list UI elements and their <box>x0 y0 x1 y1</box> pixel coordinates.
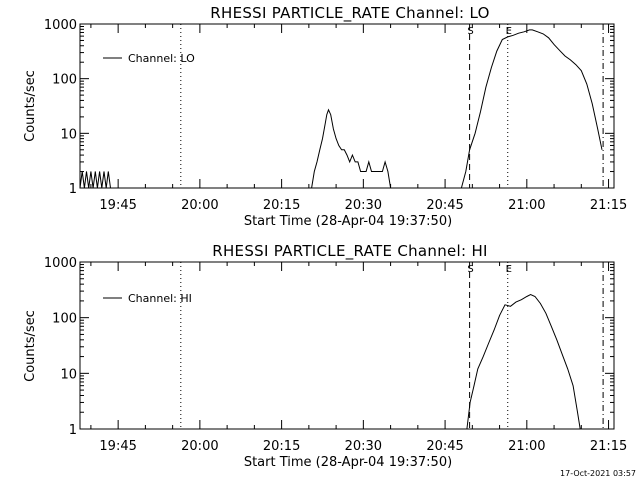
hi-legend-label: Channel: HI <box>128 292 192 305</box>
hi-x-tick-label: 21:00 <box>508 439 545 454</box>
hi-x-axis-ticks: 19:45 20:00 20:15 20:30 20:45 21:00 21:15 <box>90 262 627 454</box>
hi-x-tick-label: 20:30 <box>345 439 382 454</box>
lo-series-line <box>460 29 603 189</box>
lo-x-axis-ticks: 19:45 20:00 20:15 20:30 20:45 21:00 21:15 <box>90 24 627 213</box>
hi-x-tick-label: 20:15 <box>263 439 300 454</box>
lo-y-tick-label: 100 <box>52 73 77 88</box>
lo-legend-label: Channel: LO <box>128 52 195 65</box>
lo-x-tick-label: 20:30 <box>345 198 382 213</box>
hi-y-tick-label: 1 <box>69 423 77 438</box>
lo-y-tick-label: 1 <box>69 182 77 197</box>
lo-series-line <box>79 171 111 189</box>
hi-y-tick-label: 1000 <box>44 256 77 271</box>
lo-x-tick-label: 19:45 <box>99 198 136 213</box>
lo-channel-panel: RHESSI PARTICLE_RATE Channel: LO 1101001… <box>23 4 627 229</box>
lo-y-axis-ticks: 1 10 100 1000 <box>44 18 614 197</box>
lo-time-marker-label: E <box>506 26 512 37</box>
hi-y-tick-label: 100 <box>52 312 77 327</box>
lo-x-tick-label: 20:45 <box>426 198 463 213</box>
footer-timestamp: 17-Oct-2021 03:57 <box>560 469 636 478</box>
hi-time-marker-label: S <box>467 264 473 275</box>
lo-series <box>79 29 603 189</box>
lo-x-axis-label: Start Time (28-Apr-04 19:37:50) <box>244 214 452 229</box>
lo-series-line <box>311 108 392 189</box>
hi-x-tick-label: 19:45 <box>99 439 136 454</box>
lo-plot-frame <box>79 23 615 189</box>
lo-y-axis-label: Counts/sec <box>23 70 38 142</box>
hi-x-tick-label: 20:00 <box>181 439 218 454</box>
lo-x-tick-label: 20:15 <box>263 198 300 213</box>
hi-chart-title: RHESSI PARTICLE_RATE Channel: HI <box>212 242 488 261</box>
lo-x-tick-label: 21:15 <box>590 198 627 213</box>
hi-channel-panel: RHESSI PARTICLE_RATE Channel: HI 1101001… <box>23 242 627 470</box>
lo-x-tick-label: 20:00 <box>181 198 218 213</box>
hi-x-tick-label: 20:45 <box>426 439 463 454</box>
hi-x-axis-label: Start Time (28-Apr-04 19:37:50) <box>244 455 452 470</box>
hi-y-axis-ticks: 1 10 100 1000 <box>44 256 614 438</box>
hi-y-axis-label: Counts/sec <box>23 310 38 382</box>
hi-time-marker-label: E <box>506 264 512 275</box>
hi-x-tick-label: 21:15 <box>590 439 627 454</box>
lo-y-tick-label: 10 <box>60 127 77 142</box>
lo-legend: Channel: LO <box>103 52 195 65</box>
hi-legend: Channel: HI <box>103 292 192 305</box>
lo-x-tick-label: 21:00 <box>508 198 545 213</box>
lo-chart-title: RHESSI PARTICLE_RATE Channel: LO <box>210 4 489 23</box>
hi-series-line <box>466 294 581 430</box>
hi-y-tick-label: 10 <box>60 367 77 382</box>
lo-y-tick-label: 1000 <box>44 18 77 33</box>
hi-series <box>466 294 581 430</box>
hi-plot-frame <box>79 261 615 430</box>
lo-time-marker-label: S <box>467 26 473 37</box>
